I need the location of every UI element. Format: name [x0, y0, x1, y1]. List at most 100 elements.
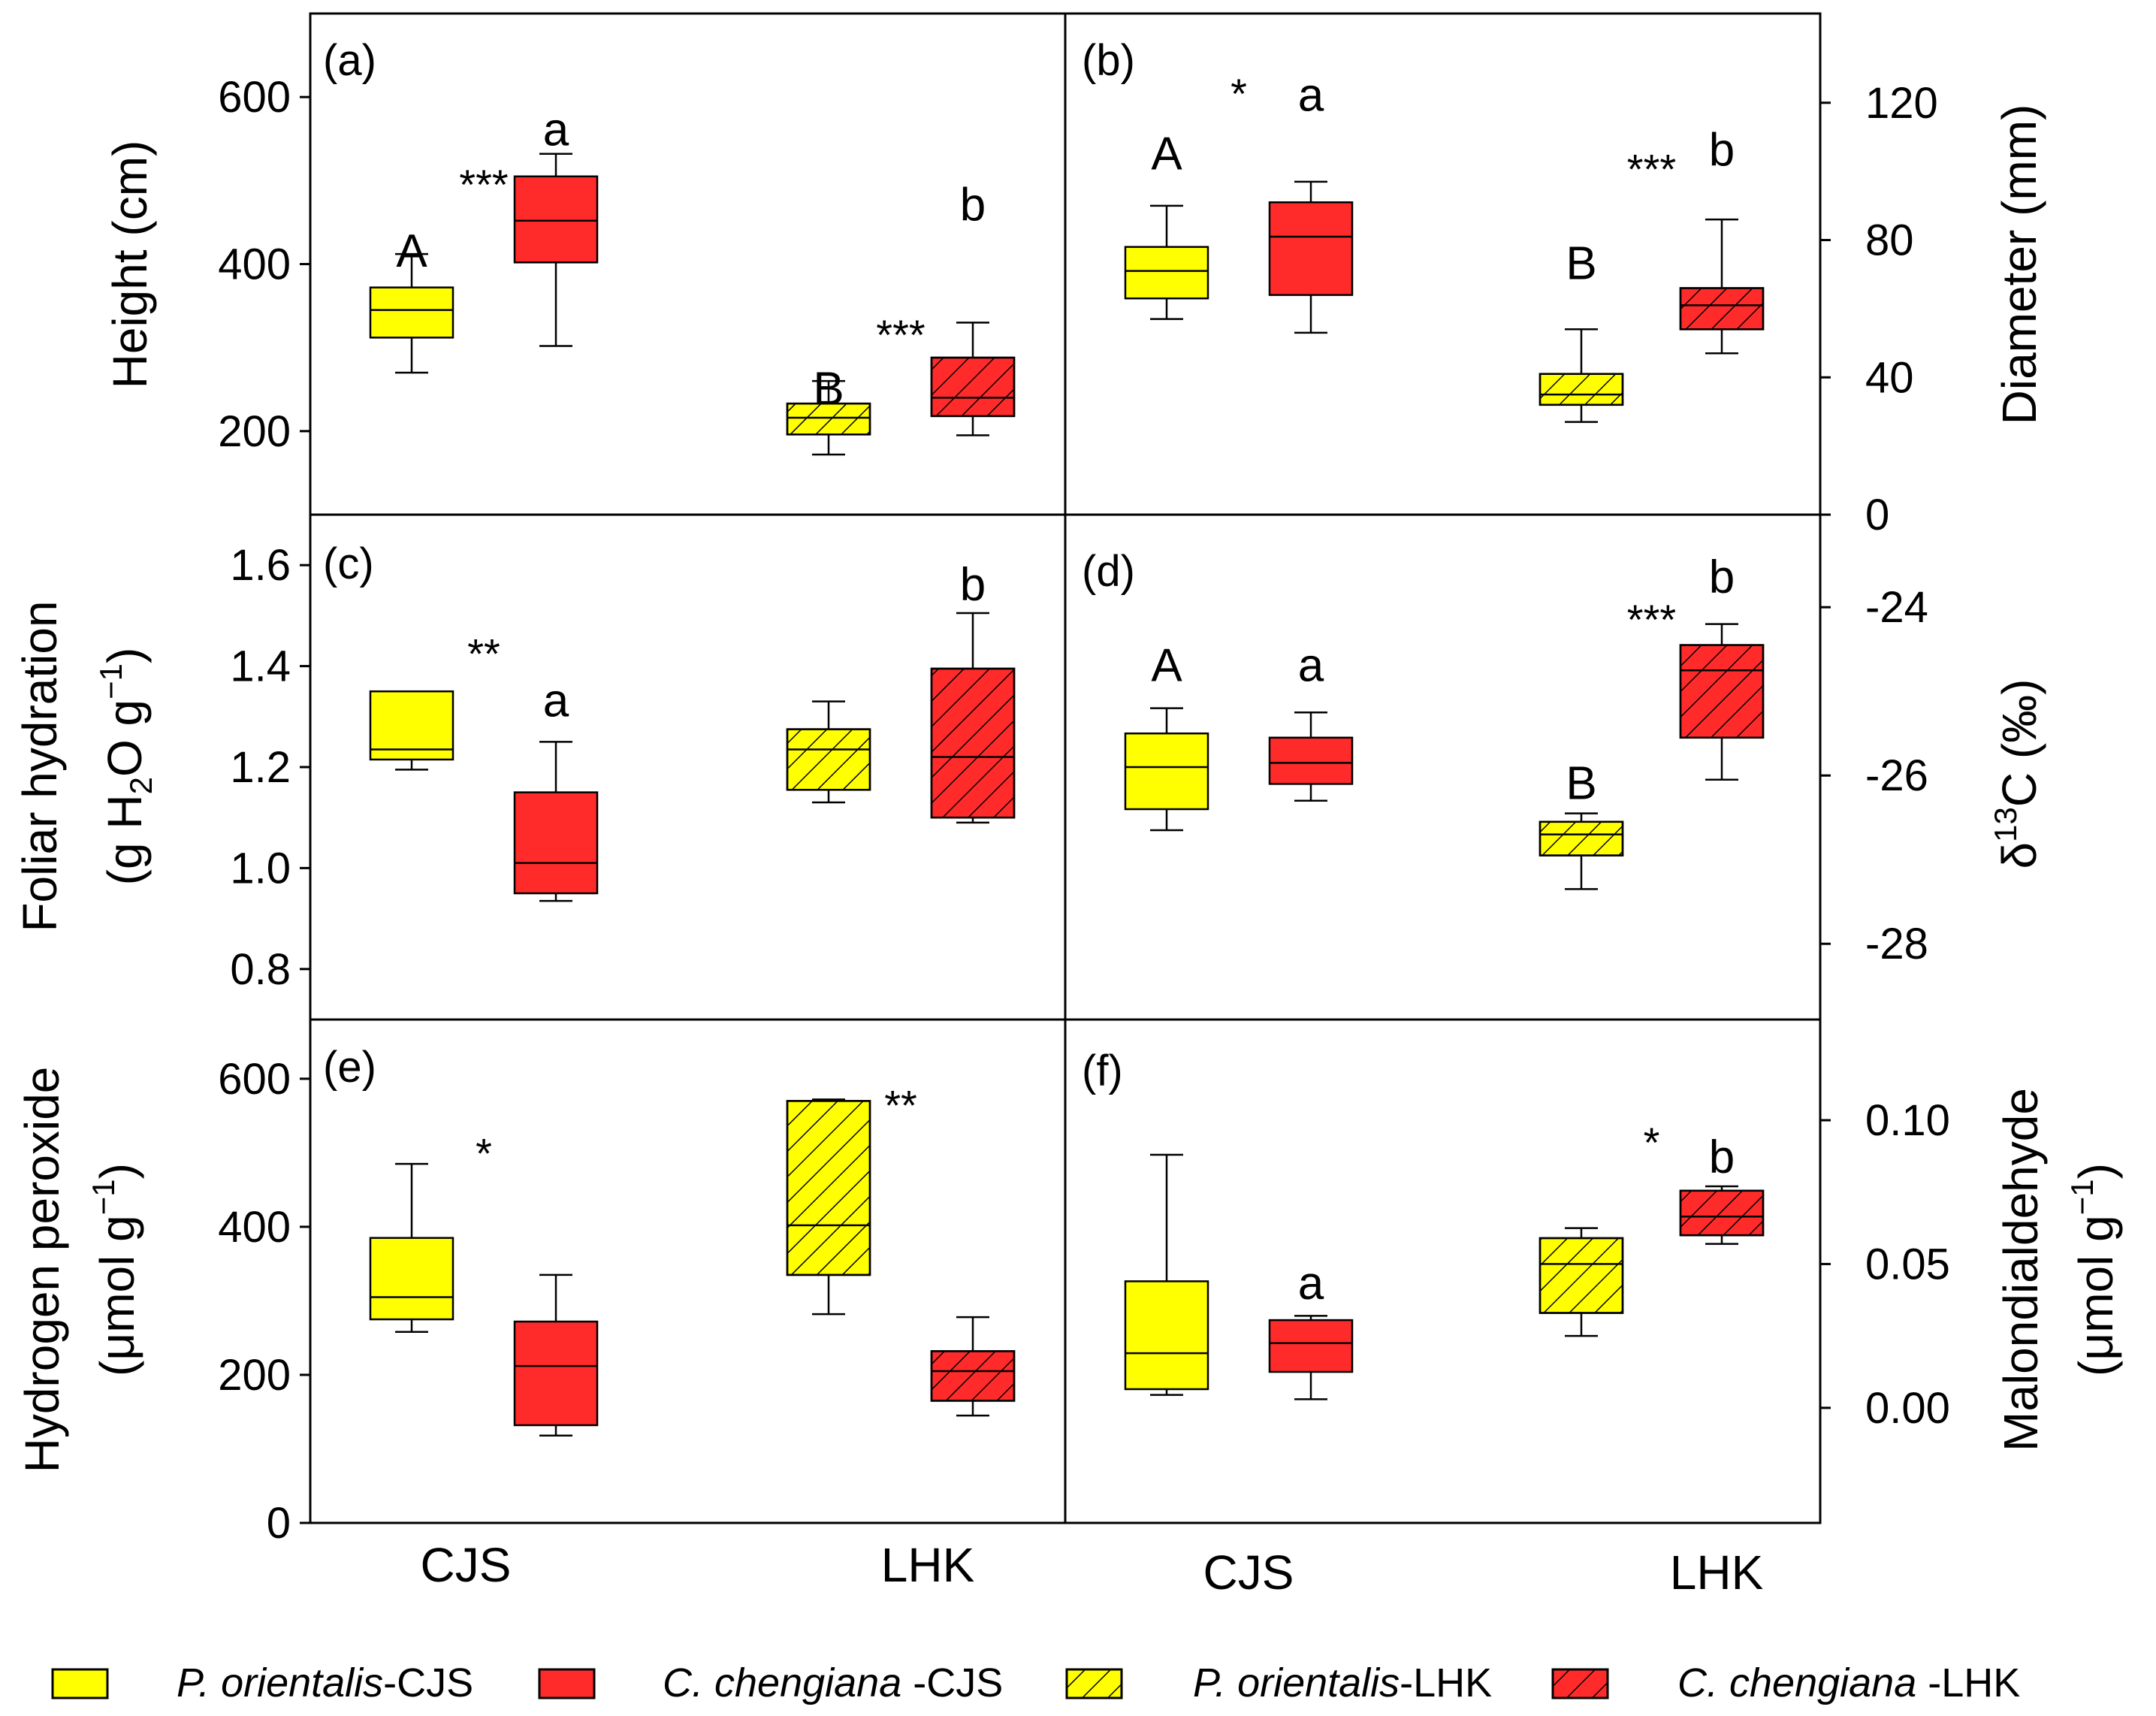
ytick-label-d: -28	[1865, 920, 1928, 968]
ytick-label-c: 1.0	[230, 844, 291, 893]
xlabel-lhk-left: LHK	[881, 1538, 975, 1592]
legend: P. orientalis-CJS C. chengiana -CJS P. o…	[51, 1660, 2020, 1705]
box-e-4-hatch	[930, 1350, 1016, 1402]
svg-text:Malondialdehyde: Malondialdehyde	[1994, 1088, 2048, 1452]
legend-label-po-cjs: P. orientalis-CJS	[177, 1660, 473, 1705]
box-a-1	[369, 286, 454, 339]
ytick-label-d: -24	[1865, 583, 1928, 632]
ytick-label-a: 200	[218, 407, 291, 456]
ytitle-malondialdehyde: Malondialdehyde (μmol g−1)	[1994, 1088, 2123, 1452]
ytick-label-b: 40	[1865, 353, 1914, 402]
legend-swatch-cc-cjs	[538, 1668, 596, 1699]
ytitle-foliar-hydration: Foliar hydration (g H2O g−1)	[13, 600, 159, 932]
box-e-3-hatch	[786, 1100, 871, 1276]
ytick-label-e: 600	[218, 1055, 291, 1104]
box-b-1	[1124, 246, 1209, 300]
annotation-c-3: b	[960, 559, 986, 611]
legend-label-po-lhk: P. orientalis-LHK	[1193, 1660, 1492, 1705]
ytitle-hydrogen-peroxide: Hydrogen peroxide (μmol g−1)	[15, 1067, 144, 1473]
ytick-label-c: 1.2	[230, 743, 291, 792]
annotation-a-5: ***	[876, 311, 925, 358]
ytick-label-c: 1.4	[230, 642, 291, 691]
annotation-a-2: ***	[459, 161, 508, 208]
svg-text:δ13C (‰): δ13C (‰)	[1988, 679, 2046, 869]
box-d-2	[1268, 736, 1354, 785]
box-f-4-hatch	[1679, 1189, 1765, 1237]
box-c-3-hatch	[786, 728, 871, 791]
annotation-a-4: B	[813, 363, 844, 415]
ytitle-diameter: Diameter (mm)	[1992, 104, 2046, 425]
box-a-4-hatch	[930, 356, 1016, 418]
ytick-label-b: 80	[1865, 216, 1914, 265]
annotation-b-6: b	[1709, 125, 1735, 177]
panel-label-a: (a)	[323, 36, 376, 85]
annotation-b-2: *	[1230, 70, 1247, 117]
xlabel-lhk-right: LHK	[1670, 1545, 1764, 1600]
annotation-c-2: a	[543, 675, 569, 727]
ytick-label-f: 0.00	[1865, 1384, 1950, 1433]
box-c-1	[369, 690, 454, 761]
box-e-2	[513, 1320, 599, 1427]
annotation-c-1: **	[467, 630, 500, 678]
box-b-2	[1268, 201, 1354, 296]
annotation-f-3: b	[1709, 1131, 1735, 1183]
box-d-4-hatch	[1679, 644, 1765, 739]
legend-swatch-po-cjs	[51, 1668, 109, 1699]
panel-label-d: (d)	[1082, 547, 1135, 596]
annotation-a-6: b	[960, 180, 986, 231]
box-f-2	[1268, 1319, 1354, 1373]
annotation-f-2: *	[1644, 1119, 1660, 1166]
box-a-3-hatch	[786, 402, 871, 436]
ytick-label-f: 0.10	[1865, 1096, 1950, 1145]
box-d-1	[1124, 732, 1209, 811]
annotation-e-2: **	[884, 1081, 917, 1128]
ytick-label-c: 1.6	[230, 541, 291, 590]
svg-text:(μmol g−1): (μmol g−1)	[86, 1163, 144, 1376]
box-b-4-hatch	[1679, 287, 1765, 331]
annotation-b-4: B	[1566, 238, 1596, 290]
box-c-2	[513, 791, 599, 895]
annotation-d-2: a	[1298, 640, 1324, 692]
ytick-label-a: 600	[218, 73, 291, 122]
annotation-f-1: a	[1298, 1258, 1324, 1310]
panel-label-f: (f)	[1082, 1047, 1123, 1095]
annotation-b-3: a	[1298, 70, 1324, 122]
ytitle-height: Height (cm)	[103, 140, 157, 389]
annotation-b-1: A	[1151, 128, 1182, 180]
annotation-d-4: ***	[1627, 596, 1676, 643]
ytick-label-f: 0.05	[1865, 1240, 1950, 1289]
svg-text:(μmol g−1): (μmol g−1)	[2064, 1163, 2123, 1376]
ytick-label-a: 400	[218, 240, 291, 289]
annotation-a-3: a	[543, 104, 569, 156]
ytitle-d13c: δ13C (‰)	[1988, 679, 2046, 869]
panel-label-e: (e)	[323, 1043, 376, 1092]
ytick-label-b: 0	[1865, 491, 1889, 539]
svg-text:(g H2O g−1): (g H2O g−1)	[93, 648, 159, 886]
box-a-2	[513, 175, 599, 264]
svg-text:Hydrogen peroxide: Hydrogen peroxide	[15, 1067, 69, 1473]
legend-label-cc-lhk: C. chengiana -LHK	[1677, 1660, 2020, 1705]
ytick-label-c: 0.8	[230, 945, 291, 994]
annotation-e-1: *	[476, 1130, 492, 1177]
ytick-label-e: 0	[267, 1499, 291, 1548]
xlabel-cjs-right: CJS	[1203, 1545, 1294, 1600]
annotation-d-3: B	[1566, 757, 1596, 809]
annotation-a-1: A	[396, 225, 427, 277]
annotation-b-5: ***	[1627, 145, 1676, 192]
box-f-3-hatch	[1538, 1237, 1624, 1314]
xlabel-cjs-left: CJS	[421, 1538, 512, 1592]
box-c-4-hatch	[930, 667, 1016, 819]
box-d-3-hatch	[1538, 820, 1624, 856]
ytick-label-e: 200	[218, 1351, 291, 1400]
box-b-3-hatch	[1538, 373, 1624, 406]
legend-label-cc-cjs: C. chengiana -CJS	[663, 1660, 1003, 1705]
annotation-d-1: A	[1151, 640, 1182, 692]
annotation-d-5: b	[1709, 551, 1735, 603]
ytick-label-d: -26	[1865, 751, 1928, 800]
box-f-1	[1124, 1280, 1209, 1391]
panel-f-frame	[1064, 1018, 1822, 1524]
ytick-label-e: 400	[218, 1203, 291, 1252]
panel-label-c: (c)	[323, 539, 374, 588]
